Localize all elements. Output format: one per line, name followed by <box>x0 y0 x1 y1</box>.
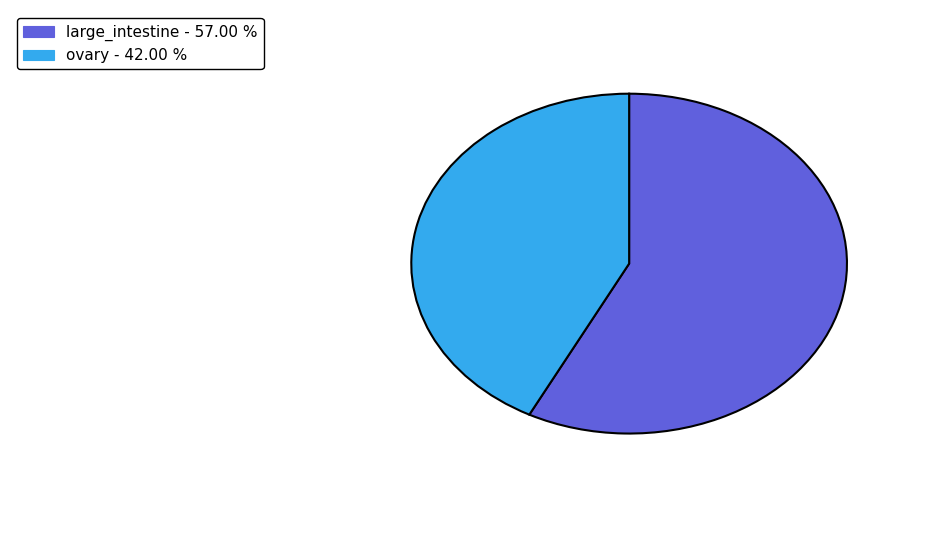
Wedge shape <box>530 94 847 434</box>
Legend: large_intestine - 57.00 %, ovary - 42.00 %: large_intestine - 57.00 %, ovary - 42.00… <box>17 18 264 69</box>
Wedge shape <box>411 94 629 415</box>
